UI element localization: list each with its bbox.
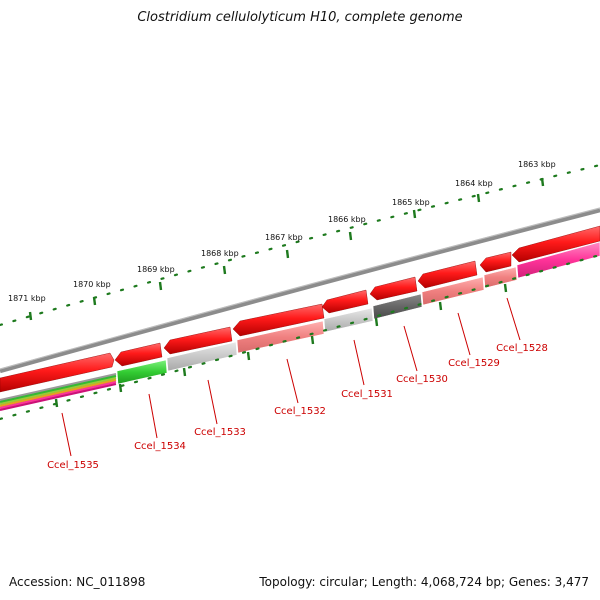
leader-line [148, 393, 158, 439]
scale-tick [285, 249, 290, 259]
gene-label[interactable]: Ccel_1528 [496, 343, 548, 354]
inner-tick [182, 367, 187, 377]
inner-dotted-arc [0, 253, 600, 421]
forward-cds-track [0, 225, 600, 393]
kbp-label: 1869 kbp [137, 265, 175, 274]
kbp-label: 1863 kbp [518, 160, 556, 169]
cds-arrow [163, 326, 233, 355]
gene-label[interactable]: Ccel_1530 [396, 374, 448, 385]
gene-label[interactable]: Ccel_1531 [341, 389, 393, 400]
inner-tick [246, 351, 251, 361]
kbp-label: 1866 kbp [328, 215, 366, 224]
backbone-arc [0, 207, 600, 374]
gene-label[interactable]: Ccel_1529 [448, 358, 500, 369]
inner-tick [438, 301, 443, 311]
scale-tick [222, 265, 227, 275]
cds-arrow [479, 251, 512, 273]
feature-block-dark-gray [372, 293, 423, 320]
accession-text: Accession: NC_011898 [9, 575, 146, 589]
gene-label[interactable]: Ccel_1532 [274, 406, 326, 417]
scale-tick [412, 209, 417, 219]
inner-tick [118, 383, 123, 393]
kbp-label: 1864 kbp [455, 179, 493, 188]
feature-block-salmon [236, 320, 325, 354]
feature-block-green [116, 359, 168, 385]
kbp-label: 1871 kbp [8, 294, 46, 303]
kbp-label: 1865 kbp [392, 198, 430, 207]
feature-block-pink [516, 241, 600, 279]
feature-block-salmon [483, 266, 518, 289]
stripe-pink [0, 381, 117, 409]
scale-tick [92, 296, 97, 306]
cds-arrow [417, 260, 478, 289]
gene-label[interactable]: Ccel_1535 [47, 460, 99, 471]
kbp-label: 1867 kbp [265, 233, 303, 242]
scale-tick [28, 311, 33, 321]
gene-label[interactable]: Ccel_1534 [134, 441, 186, 452]
stripe-lime [0, 377, 117, 405]
scale-tick [348, 231, 353, 241]
cds-arrow [114, 342, 163, 367]
stripe-magenta [0, 383, 117, 411]
feature-block-light-gray [166, 341, 238, 372]
inner-tick [54, 398, 59, 408]
cds-arrow [232, 303, 325, 337]
leader-line [61, 412, 72, 457]
inner-tick [503, 283, 508, 293]
stripe-green [0, 375, 117, 403]
cds-arrow [369, 276, 418, 301]
scale-tick [540, 177, 545, 187]
stripe-gray [0, 373, 117, 401]
leader-line [457, 312, 471, 356]
cds-arrow [511, 225, 600, 263]
leader-line [506, 297, 521, 341]
inner-tick [374, 317, 379, 327]
left-color-stripes [0, 373, 117, 411]
gene-leader-lines [61, 297, 521, 457]
leader-line [403, 325, 418, 372]
map-title: Clostridium cellulolyticum H10, complete… [137, 10, 463, 25]
feature-block-salmon [421, 276, 485, 306]
scale-tick [158, 281, 163, 291]
scale-dotted-arc [0, 163, 600, 327]
scale-major-ticks [28, 177, 545, 321]
kbp-label: 1868 kbp [201, 249, 239, 258]
leader-line [207, 379, 218, 425]
cds-arrow [321, 289, 369, 314]
stripe-orange [0, 379, 117, 407]
backbone-arc-highlight [0, 207, 600, 370]
feature-block-light-gray [323, 307, 374, 333]
inner-ticks [54, 283, 508, 408]
scale-tick [476, 193, 481, 203]
genome-summary-text: Topology: circular; Length: 4,068,724 bp… [259, 575, 589, 589]
cds-arrow [0, 352, 115, 393]
kbp-label: 1870 kbp [73, 280, 111, 289]
gene-label[interactable]: Ccel_1533 [194, 427, 246, 438]
inner-tick [310, 335, 315, 345]
leader-line [353, 339, 365, 386]
leader-line [286, 358, 299, 404]
